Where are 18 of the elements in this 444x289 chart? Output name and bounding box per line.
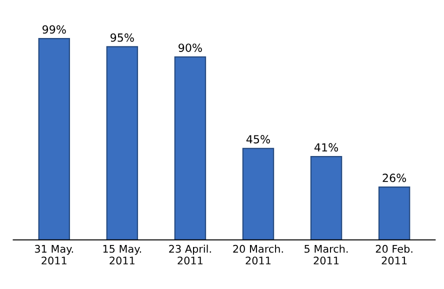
x-tick-label: 15 May. 2011 bbox=[103, 245, 142, 264]
data-label: 26% bbox=[382, 174, 406, 182]
x-tick-label: 20 March. 2011 bbox=[233, 244, 283, 264]
bar bbox=[378, 186, 410, 240]
data-label: 41% bbox=[314, 143, 338, 152]
x-tick-label: 5 March. 2011 bbox=[304, 244, 348, 264]
data-label: 95% bbox=[110, 33, 134, 42]
data-label: 99% bbox=[42, 25, 66, 34]
x-tick-label: 31 May. 2011 bbox=[34, 244, 73, 264]
data-label: 90% bbox=[178, 44, 202, 52]
bar bbox=[38, 38, 70, 240]
x-tick-label: 23 April. 2011 bbox=[169, 244, 211, 264]
bar bbox=[242, 148, 274, 240]
bar bbox=[310, 156, 342, 240]
bar bbox=[174, 56, 206, 240]
bar bbox=[106, 46, 138, 240]
x-tick-label: 20 Feb. 2011 bbox=[376, 244, 412, 264]
data-label: 45% bbox=[246, 135, 270, 144]
